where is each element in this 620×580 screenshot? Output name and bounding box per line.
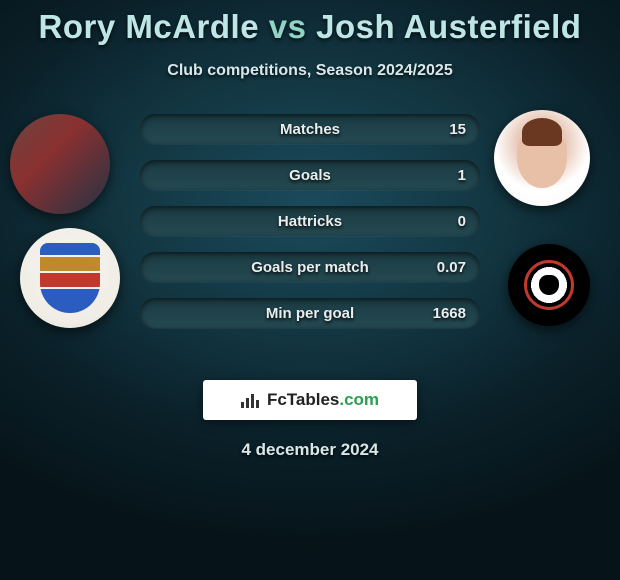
bar-chart-icon [241, 392, 261, 408]
face-placeholder [517, 128, 567, 188]
player2-name: Josh Austerfield [316, 8, 581, 45]
stat-label: Matches [140, 114, 480, 144]
stat-value-right: 0.07 [437, 252, 466, 282]
stat-value-right: 15 [449, 114, 466, 144]
crest-graphic [40, 243, 100, 313]
player1-club-crest [20, 228, 120, 328]
comparison-card: Rory McArdle vs Josh Austerfield Club co… [0, 0, 620, 580]
player2-club-crest [508, 244, 590, 326]
stat-label: Min per goal [140, 298, 480, 328]
stat-row-gpm: Goals per match 0.07 [140, 252, 480, 282]
brand-text: FcTables.com [267, 390, 379, 410]
stat-row-mpg: Min per goal 1668 [140, 298, 480, 328]
content-area: Matches 15 Goals 1 Hattricks 0 Goals per… [0, 104, 620, 364]
stat-label: Goals [140, 160, 480, 190]
page-title: Rory McArdle vs Josh Austerfield [0, 0, 620, 46]
vs-label: vs [269, 8, 307, 45]
brand-accent: .com [339, 390, 379, 409]
player1-avatar [10, 114, 110, 214]
stat-value-right: 0 [458, 206, 466, 236]
subtitle: Club competitions, Season 2024/2025 [0, 62, 620, 80]
brand-main: FcTables [267, 390, 339, 409]
stat-row-hattricks: Hattricks 0 [140, 206, 480, 236]
stat-value-right: 1 [458, 160, 466, 190]
lion-graphic [524, 260, 574, 310]
stats-bars: Matches 15 Goals 1 Hattricks 0 Goals per… [140, 114, 480, 344]
player1-name: Rory McArdle [39, 8, 260, 45]
stat-label: Goals per match [140, 252, 480, 282]
player2-avatar [494, 110, 590, 206]
stat-value-right: 1668 [433, 298, 466, 328]
stat-row-goals: Goals 1 [140, 160, 480, 190]
brand-badge: FcTables.com [203, 380, 417, 420]
date-label: 4 december 2024 [0, 440, 620, 460]
stat-row-matches: Matches 15 [140, 114, 480, 144]
stat-label: Hattricks [140, 206, 480, 236]
